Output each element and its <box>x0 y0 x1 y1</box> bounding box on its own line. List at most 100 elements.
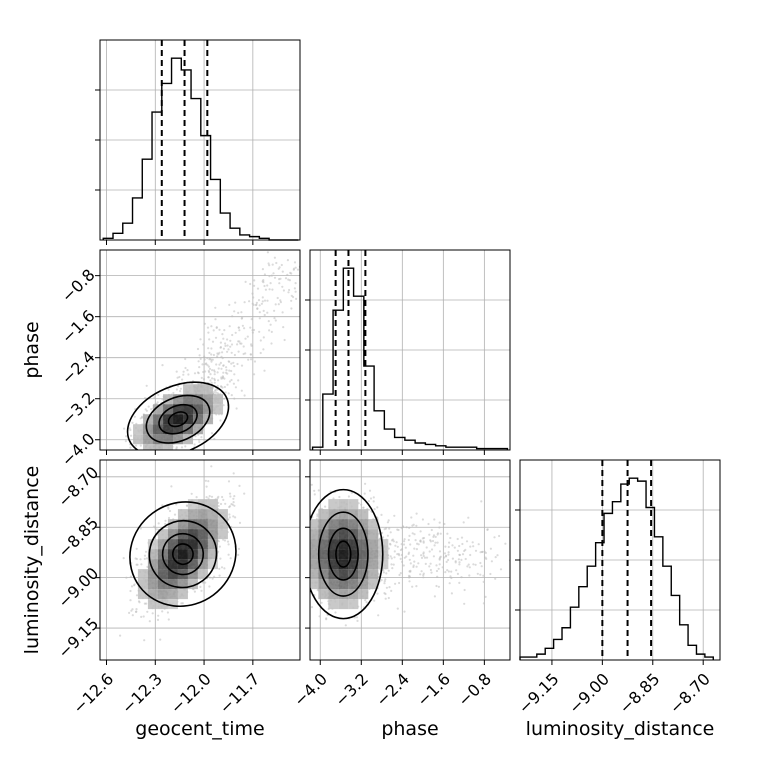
contour-line <box>148 519 218 589</box>
sample-point <box>438 563 441 566</box>
sample-point <box>415 524 418 527</box>
sample-point <box>489 572 492 576</box>
sample-point <box>216 384 219 387</box>
sample-point <box>207 480 210 483</box>
sample-point <box>420 570 423 573</box>
sample-point <box>368 508 371 511</box>
sample-point <box>287 291 290 294</box>
density-cell <box>193 404 204 415</box>
sample-point <box>213 369 216 372</box>
sample-point <box>273 256 276 259</box>
sample-point <box>462 521 465 524</box>
sample-point <box>408 580 411 583</box>
density-cell <box>183 414 194 425</box>
sample-point <box>465 540 469 543</box>
y-tick-label: −9.15 <box>54 614 102 662</box>
sample-point <box>177 457 179 459</box>
sample-point <box>498 534 501 538</box>
sample-point <box>224 344 227 347</box>
density-cell <box>167 539 178 550</box>
sample-point <box>141 416 144 419</box>
sample-point <box>419 540 422 543</box>
sample-point <box>164 522 167 525</box>
sample-point <box>232 361 235 364</box>
x-axis-label-phase: phase <box>381 718 438 740</box>
sample-point <box>139 527 142 530</box>
sample-point <box>182 373 185 376</box>
density-cell <box>157 569 168 580</box>
sample-point <box>422 541 425 544</box>
sample-point <box>325 618 328 621</box>
sample-point <box>532 570 534 572</box>
density-cell <box>167 569 178 580</box>
sample-point <box>259 339 262 342</box>
density-cell <box>310 559 319 570</box>
sample-point <box>156 618 160 621</box>
scatter-content <box>123 251 300 459</box>
sample-point <box>246 335 249 338</box>
density-cell <box>348 589 359 600</box>
sample-point <box>234 516 237 519</box>
sample-point <box>386 521 389 524</box>
sample-point <box>208 351 211 354</box>
y-axis-label-luminosity_distance: luminosity_distance <box>21 466 43 655</box>
sample-point <box>437 585 440 588</box>
density-cell <box>338 559 349 570</box>
sample-point <box>217 495 220 498</box>
sample-point <box>428 533 431 536</box>
density-cell <box>177 579 188 590</box>
sample-point <box>210 360 213 363</box>
sample-point <box>229 345 232 348</box>
density-cell <box>137 569 148 580</box>
sample-point <box>301 596 303 598</box>
sample-point <box>207 497 210 500</box>
density-cell <box>153 444 164 450</box>
sample-point <box>186 504 189 507</box>
sample-point <box>217 379 220 382</box>
sample-point <box>489 547 492 550</box>
sample-point <box>450 592 453 595</box>
sample-point <box>463 549 466 553</box>
sample-point <box>207 365 210 368</box>
density-cell <box>163 444 174 450</box>
density-cell <box>167 559 178 570</box>
sample-point <box>270 330 273 333</box>
sample-point <box>217 367 220 370</box>
sample-point <box>293 287 296 290</box>
sample-point <box>254 304 258 307</box>
sample-point <box>365 601 368 604</box>
sample-point <box>125 435 128 438</box>
density-cell <box>153 414 164 425</box>
sample-point <box>310 606 314 609</box>
sample-point <box>294 282 297 285</box>
sample-point <box>469 553 472 557</box>
sample-point <box>225 369 228 372</box>
sample-point <box>515 514 517 516</box>
sample-point <box>263 273 266 276</box>
x-tick-label: −9.00 <box>565 669 613 717</box>
sample-point <box>490 560 493 563</box>
sample-point <box>385 586 388 589</box>
density-cell <box>173 394 184 405</box>
sample-point <box>448 541 451 544</box>
density-cell <box>368 549 379 560</box>
sample-point <box>179 390 182 393</box>
sample-point <box>281 311 284 314</box>
density-cell <box>157 529 168 540</box>
sample-point <box>415 548 418 551</box>
sample-point <box>202 370 205 374</box>
sample-point <box>393 514 396 517</box>
sample-point <box>316 513 319 516</box>
sample-point <box>263 299 267 302</box>
sample-point <box>208 338 211 341</box>
sample-point <box>237 311 240 314</box>
sample-point <box>290 294 293 297</box>
sample-point <box>456 572 459 575</box>
sample-point <box>259 351 262 355</box>
sample-point <box>161 398 164 401</box>
density-cell <box>157 589 168 600</box>
scatter-content <box>301 482 534 627</box>
sample-point <box>282 289 285 292</box>
sample-point <box>313 489 316 492</box>
sample-point <box>253 373 256 376</box>
